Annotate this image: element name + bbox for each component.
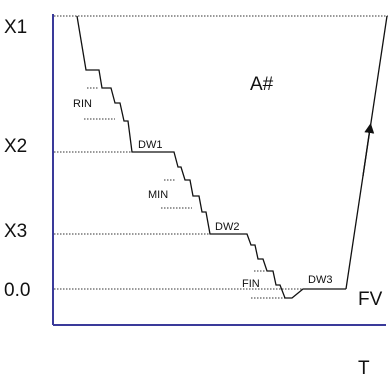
rate-label-min: MIN bbox=[148, 189, 168, 201]
rate-label-rin: RIN bbox=[73, 98, 92, 110]
fin-step-ticks bbox=[251, 270, 285, 299]
dwell-label-dw3: DW3 bbox=[308, 274, 332, 286]
return-arrow-icon bbox=[362, 123, 375, 177]
level-label-x3: X3 bbox=[4, 221, 27, 242]
dwell-label-dw2: DW2 bbox=[215, 221, 239, 233]
rin-step-ticks bbox=[84, 87, 115, 120]
level-label-x1: X1 bbox=[4, 17, 27, 38]
axis-label-t: T bbox=[358, 358, 370, 374]
level-label-x2: X2 bbox=[4, 136, 27, 157]
min-step-ticks bbox=[161, 179, 192, 209]
end-label-fv: FV bbox=[358, 289, 383, 310]
area-label: A# bbox=[250, 74, 274, 95]
level-label-zero: 0.0 bbox=[4, 280, 30, 301]
profile-curve bbox=[76, 15, 346, 299]
dwell-label-dw1: DW1 bbox=[138, 139, 162, 151]
rate-label-fin: FIN bbox=[242, 278, 260, 290]
